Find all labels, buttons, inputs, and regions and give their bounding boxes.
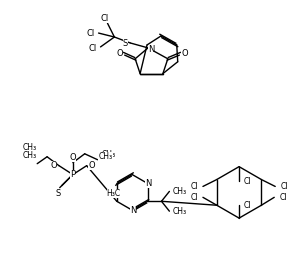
Text: Cl: Cl — [87, 29, 95, 38]
Text: Cl: Cl — [279, 193, 287, 202]
Text: CH₃: CH₃ — [172, 207, 186, 216]
Text: N: N — [145, 179, 152, 188]
Text: Cl: Cl — [88, 44, 97, 53]
Text: O: O — [116, 49, 123, 58]
Text: O: O — [69, 153, 76, 162]
Text: Cl: Cl — [100, 14, 108, 23]
Text: Cl: Cl — [244, 177, 251, 186]
Text: Cl: Cl — [244, 201, 251, 210]
Text: S: S — [55, 189, 61, 198]
Text: Cl: Cl — [191, 193, 198, 202]
Text: CH₃: CH₃ — [22, 143, 36, 152]
Text: H₃C: H₃C — [107, 189, 121, 198]
Text: S: S — [123, 40, 128, 48]
Text: Cl: Cl — [280, 182, 288, 191]
Text: CH₃: CH₃ — [98, 152, 112, 161]
Text: N: N — [130, 206, 136, 215]
Text: O: O — [181, 49, 188, 58]
Text: N: N — [148, 45, 154, 54]
Text: CH₃: CH₃ — [102, 150, 115, 159]
Text: CH₃: CH₃ — [172, 187, 186, 196]
Text: O: O — [88, 161, 95, 170]
Text: CH₃: CH₃ — [22, 151, 36, 160]
Text: O: O — [51, 161, 57, 170]
Text: Cl: Cl — [191, 182, 198, 191]
Text: P: P — [70, 170, 75, 179]
